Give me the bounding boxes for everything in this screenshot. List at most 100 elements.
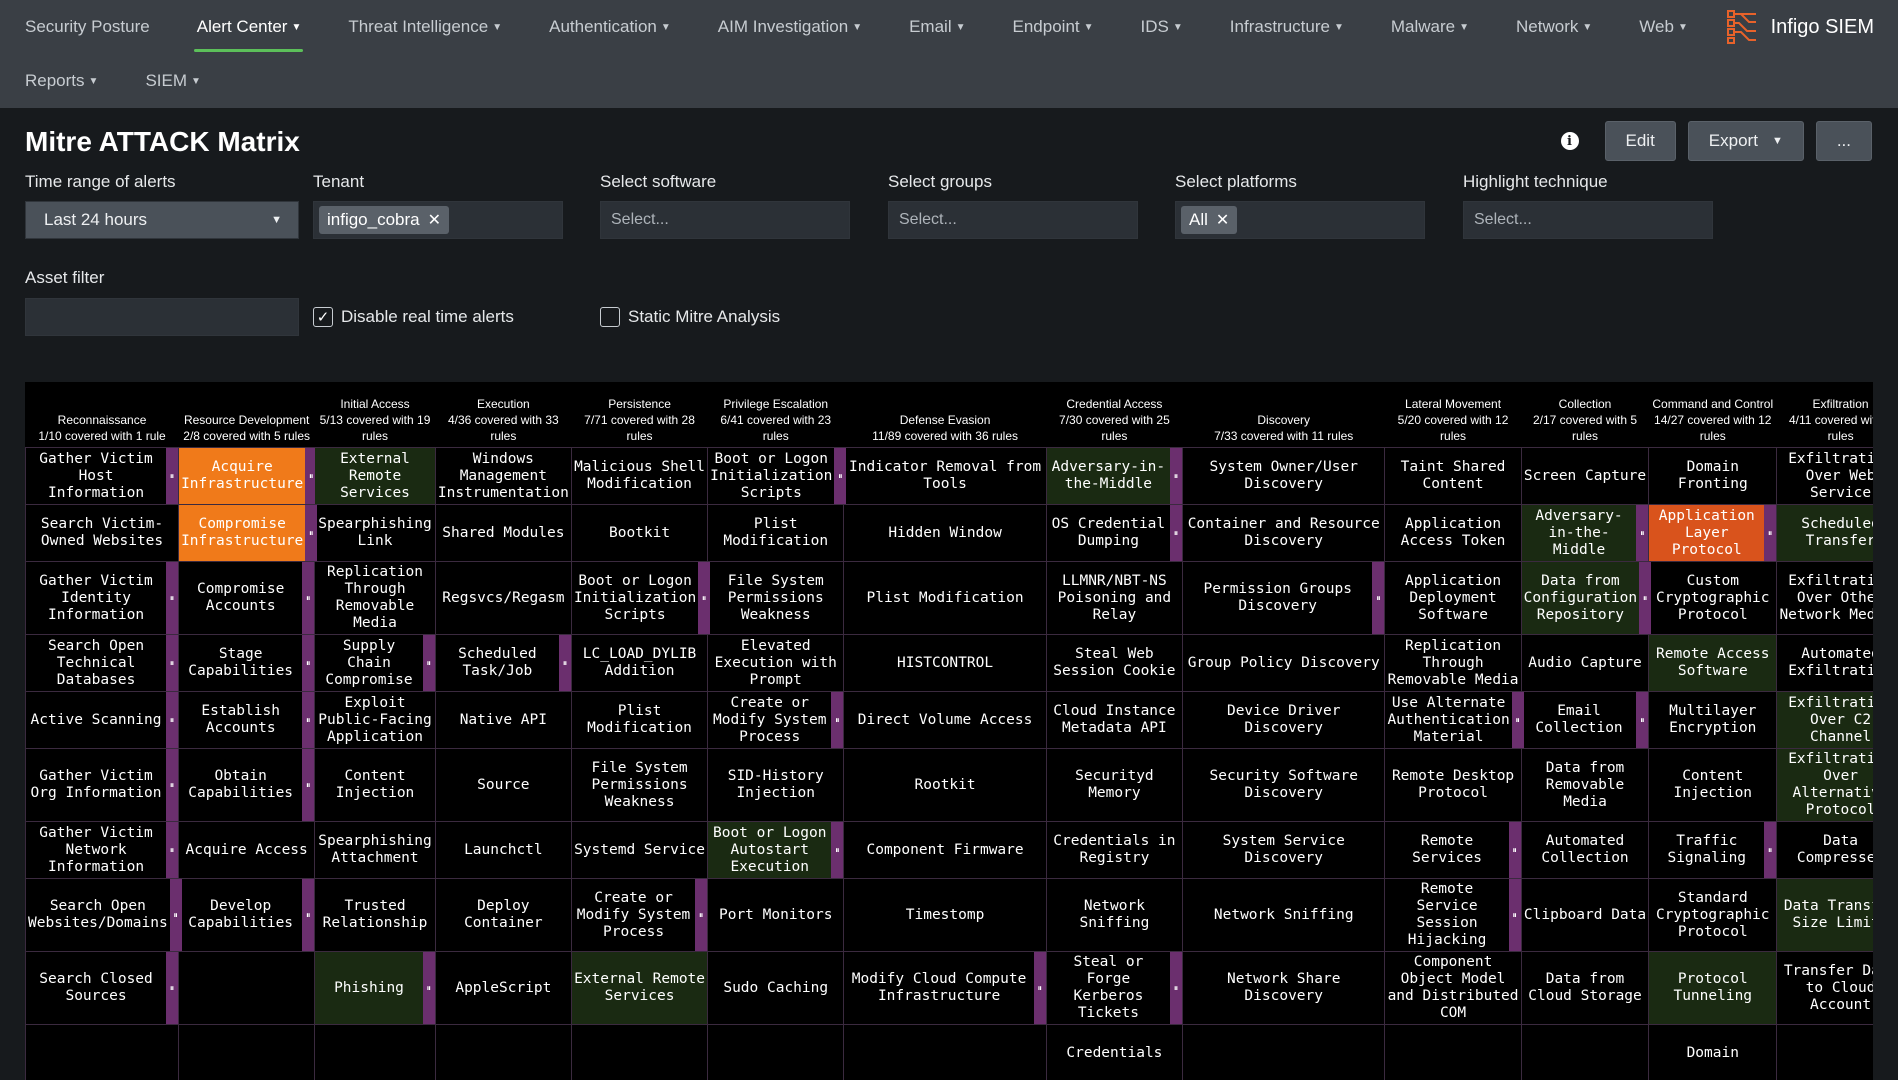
technique-cell[interactable]: External Remote Services <box>570 951 709 1025</box>
technique-cell[interactable]: Container and Resource Discovery <box>1181 504 1386 562</box>
brand[interactable]: Infigo SIEM <box>1726 6 1874 48</box>
technique-cell[interactable]: Domain Fronting <box>1648 447 1778 505</box>
technique-cell[interactable]: Steal Web Session Cookie <box>1045 634 1183 692</box>
technique-cell[interactable]: Search Open Technical Databases ⏸ <box>25 634 180 692</box>
technique-cell[interactable]: Exfiltration Over Web Service <box>1776 447 1873 505</box>
technique-cell[interactable]: Acquire Access <box>178 821 316 879</box>
technique-cell[interactable]: Remote Services ⏸ <box>1384 821 1522 879</box>
tactic-header-reconnaissance[interactable]: Reconnaissance 1/10 covered with 1 rule <box>26 382 179 448</box>
expand-subtechniques-icon[interactable]: ⏸ <box>1764 505 1777 561</box>
technique-cell[interactable]: Credentials in Registry <box>1045 821 1183 879</box>
technique-cell[interactable]: Elevated Execution with Prompt <box>707 634 845 692</box>
expand-subtechniques-icon[interactable]: ⏸ <box>166 635 179 691</box>
technique-cell[interactable]: Compromise Accounts ⏸ <box>178 561 316 635</box>
tactic-header-command-and-control[interactable]: Command and Control 14/27 covered with 12… <box>1649 382 1777 448</box>
nav-item-network[interactable]: Network ▼ <box>1491 0 1614 54</box>
technique-cell[interactable]: Remote Access Software <box>1648 634 1778 692</box>
technique-cell[interactable]: Content Injection <box>314 748 436 822</box>
technique-cell[interactable]: Exfiltration Over C2 Channel <box>1776 691 1873 749</box>
technique-cell[interactable]: Network Share Discovery <box>1181 951 1386 1025</box>
technique-cell[interactable]: Scheduled Transfer <box>1776 504 1873 562</box>
technique-cell[interactable]: Transfer Data to Cloud Account <box>1776 951 1873 1025</box>
checkbox-checked-icon[interactable]: ✓ <box>313 307 333 327</box>
technique-cell[interactable]: Deploy Container <box>434 878 572 952</box>
nav-item-threat-intelligence[interactable]: Threat Intelligence ▼ <box>323 0 524 54</box>
technique-cell[interactable]: Gather Victim Host Information ⏸ <box>25 447 180 505</box>
technique-cell[interactable]: Component Object Model and Distributed C… <box>1384 951 1522 1025</box>
expand-subtechniques-icon[interactable]: ⏸ <box>1033 952 1046 1024</box>
technique-cell[interactable]: Plist Modification <box>843 561 1047 635</box>
technique-cell[interactable]: Phishing ⏸ <box>314 951 436 1025</box>
tactic-header-resource-development[interactable]: Resource Development 2/8 covered with 5 r… <box>179 382 315 448</box>
technique-cell[interactable]: Native API <box>434 691 572 749</box>
nav-item-infrastructure[interactable]: Infrastructure ▼ <box>1205 0 1366 54</box>
technique-cell[interactable]: Steal or Forge Kerberos Tickets ⏸ <box>1045 951 1183 1025</box>
expand-subtechniques-icon[interactable]: ⏸ <box>1636 692 1649 748</box>
nav-item-aim-investigation[interactable]: AIM Investigation ▼ <box>693 0 884 54</box>
tactic-header-discovery[interactable]: Discovery 7/33 covered with 11 rules <box>1182 382 1384 448</box>
expand-subtechniques-icon[interactable]: ⏸ <box>302 879 315 951</box>
technique-cell[interactable]: Custom Cryptographic Protocol <box>1648 561 1778 635</box>
technique-cell[interactable]: Supply Chain Compromise ⏸ <box>314 634 436 692</box>
highlight-technique-select[interactable]: Select... <box>1463 201 1713 239</box>
technique-cell[interactable]: Trusted Relationship <box>314 878 436 952</box>
technique-cell[interactable]: Active Scanning ⏸ <box>25 691 180 749</box>
technique-cell[interactable]: Data from Configuration Repository ⏸ <box>1520 561 1652 635</box>
tactic-header-execution[interactable]: Execution 4/36 covered with 33 rules <box>435 382 571 448</box>
technique-cell[interactable]: Application Access Token <box>1384 504 1522 562</box>
expand-subtechniques-icon[interactable]: ⏸ <box>1508 879 1521 951</box>
technique-cell[interactable]: Taint Shared Content <box>1384 447 1522 505</box>
technique-cell[interactable]: Data from Cloud Storage <box>1520 951 1650 1025</box>
expand-subtechniques-icon[interactable]: ⏸ <box>302 635 315 691</box>
technique-cell[interactable]: Audio Capture <box>1520 634 1650 692</box>
technique-cell[interactable]: Automated Exfiltration <box>1776 634 1873 692</box>
expand-subtechniques-icon[interactable]: ⏸ <box>831 822 844 878</box>
technique-cell[interactable]: Data Transfer Size Limits <box>1776 878 1873 952</box>
nav-item-ids[interactable]: IDS ▼ <box>1116 0 1205 54</box>
technique-cell[interactable]: Multilayer Encryption <box>1648 691 1778 749</box>
technique-cell[interactable]: Security Software Discovery <box>1181 748 1386 822</box>
technique-cell[interactable]: Windows Management Instrumentation <box>434 447 572 505</box>
nav-item-alert-center[interactable]: Alert Center ▼ <box>172 0 324 54</box>
technique-cell[interactable]: Compromise Infrastructure ⏸ <box>178 504 318 562</box>
tactic-header-collection[interactable]: Collection 2/17 covered with 5 rules <box>1521 382 1649 448</box>
technique-cell[interactable]: Application Deployment Software <box>1384 561 1522 635</box>
groups-select[interactable]: Select... <box>888 201 1138 239</box>
technique-cell[interactable]: Gather Victim Identity Information ⏸ <box>25 561 180 635</box>
technique-cell[interactable]: Develop Capabilities ⏸ <box>178 878 316 952</box>
expand-subtechniques-icon[interactable]: ⏸ <box>302 692 315 748</box>
time-range-select[interactable]: Last 24 hours ▼ <box>25 201 299 239</box>
nav-item-security-posture[interactable]: Security Posture <box>0 0 172 54</box>
disable-real-time-alerts-checkbox[interactable]: ✓ Disable real time alerts <box>313 307 514 327</box>
technique-cell[interactable]: Bootkit <box>570 504 709 562</box>
technique-cell[interactable]: Group Policy Discovery <box>1181 634 1386 692</box>
expand-subtechniques-icon[interactable]: ⏸ <box>695 879 708 951</box>
technique-cell[interactable]: Exfiltration Over Alternative Protocol <box>1776 748 1873 822</box>
edit-button[interactable]: Edit <box>1604 121 1676 161</box>
technique-cell[interactable]: Acquire Infrastructure ⏸ <box>178 447 318 505</box>
expand-subtechniques-icon[interactable]: ⏸ <box>1169 448 1182 504</box>
technique-cell[interactable]: Establish Accounts ⏸ <box>178 691 316 749</box>
technique-cell[interactable]: Remote Desktop Protocol <box>1384 748 1522 822</box>
nav-item-endpoint[interactable]: Endpoint ▼ <box>988 0 1116 54</box>
technique-cell[interactable]: Direct Volume Access <box>843 691 1047 749</box>
technique-cell[interactable]: Create or Modify System Process ⏸ <box>570 878 709 952</box>
technique-cell[interactable]: Sudo Caching <box>707 951 845 1025</box>
technique-cell[interactable]: File System Permissions Weakness <box>570 748 709 822</box>
technique-cell[interactable]: Hidden Window <box>843 504 1047 562</box>
technique-cell[interactable]: Adversary-in-the-Middle ⏸ <box>1045 447 1183 505</box>
nav-item-email[interactable]: Email ▼ <box>884 0 987 54</box>
technique-cell[interactable]: System Owner/User Discovery <box>1181 447 1386 505</box>
expand-subtechniques-icon[interactable]: ⏸ <box>1169 505 1182 561</box>
expand-subtechniques-icon[interactable]: ⏸ <box>302 749 315 821</box>
technique-cell[interactable]: Regsvcs/Regasm <box>434 561 572 635</box>
expand-subtechniques-icon[interactable]: ⏸ <box>166 749 179 821</box>
technique-cell[interactable]: File System Permissions Weakness <box>707 561 845 635</box>
technique-cell[interactable]: Spearphishing Link <box>314 504 436 562</box>
technique-cell[interactable]: HISTCONTROL <box>843 634 1047 692</box>
tactic-header-lateral-movement[interactable]: Lateral Movement 5/20 covered with 12 rul… <box>1385 382 1521 448</box>
nav-item-reports[interactable]: Reports ▼ <box>0 54 120 108</box>
expand-subtechniques-icon[interactable]: ⏸ <box>166 448 179 504</box>
technique-cell[interactable]: Plist Modification <box>707 504 845 562</box>
technique-cell[interactable]: Content Injection <box>1648 748 1778 822</box>
